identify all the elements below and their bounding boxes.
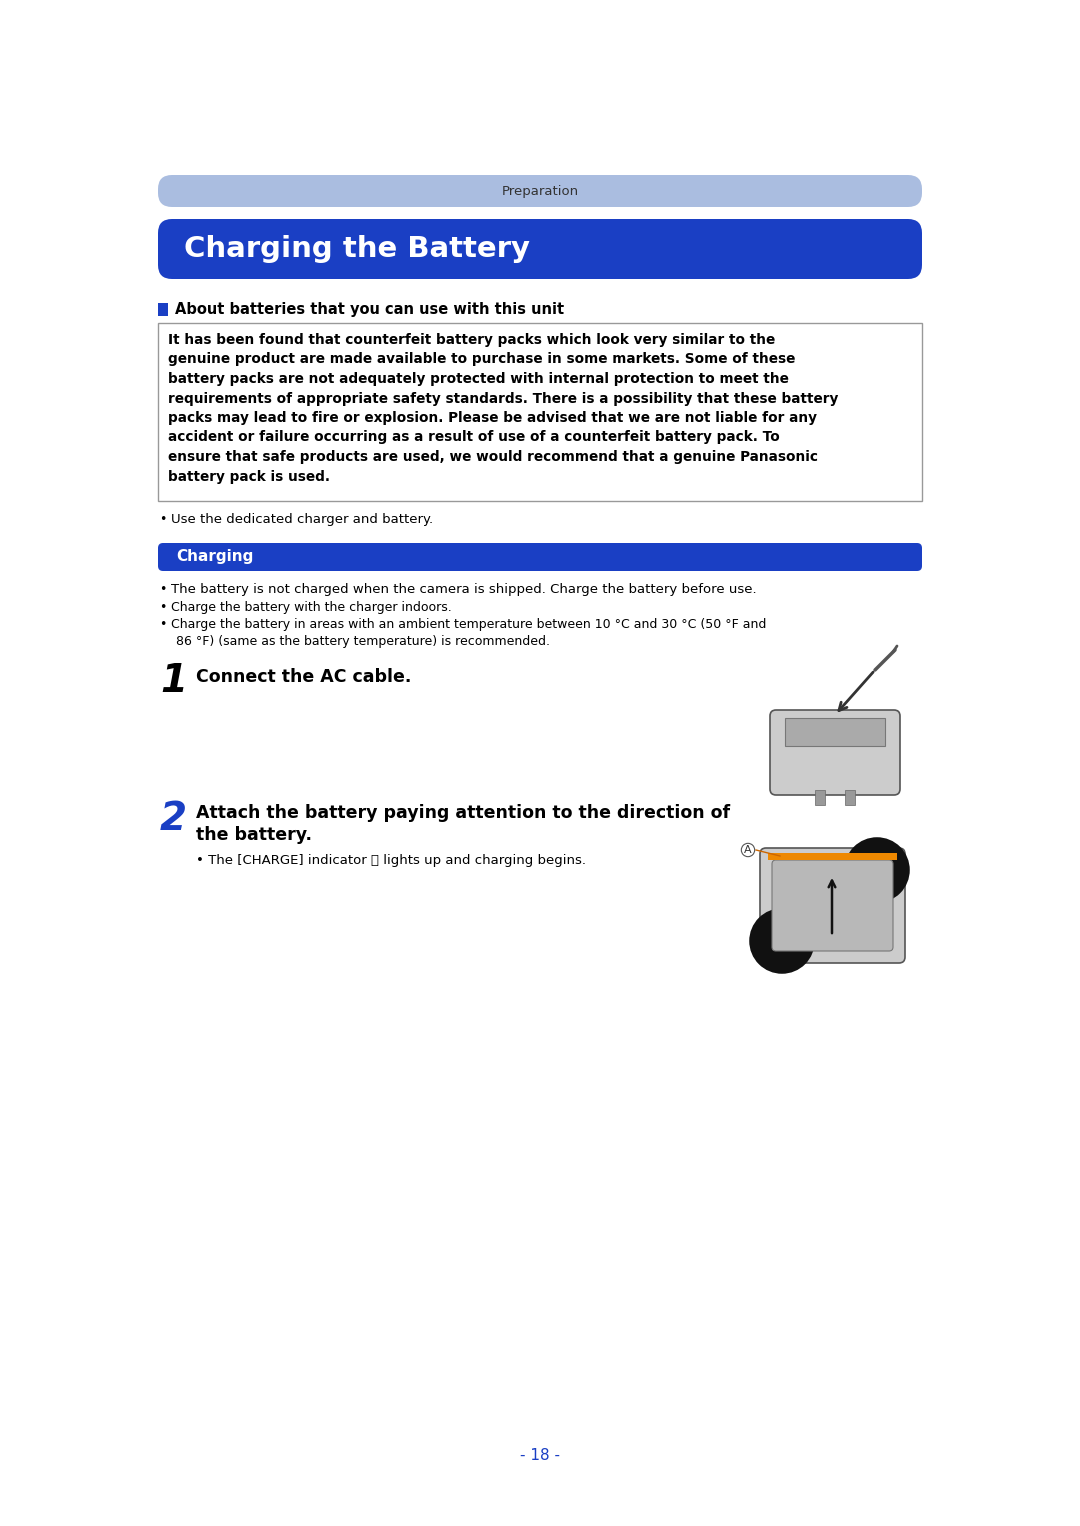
Bar: [768, 853, 897, 861]
Text: •: •: [159, 618, 166, 630]
FancyBboxPatch shape: [760, 848, 905, 963]
Text: •: •: [159, 601, 166, 613]
Text: Attach the battery paying attention to the direction of: Attach the battery paying attention to t…: [195, 804, 730, 823]
Bar: [158, 324, 922, 501]
Text: Preparation: Preparation: [501, 185, 579, 197]
Bar: [158, 304, 168, 316]
Text: packs may lead to fire or explosion. Please be advised that we are not liable fo: packs may lead to fire or explosion. Ple…: [168, 410, 816, 426]
Text: requirements of appropriate safety standards. There is a possibility that these : requirements of appropriate safety stand…: [168, 392, 838, 406]
FancyBboxPatch shape: [158, 175, 922, 208]
Text: •: •: [159, 513, 166, 526]
Text: ensure that safe products are used, we would recommend that a genuine Panasonic: ensure that safe products are used, we w…: [168, 450, 818, 464]
Text: the battery.: the battery.: [195, 826, 312, 844]
Text: A: A: [744, 845, 752, 855]
Text: Connect the AC cable.: Connect the AC cable.: [195, 668, 411, 687]
FancyBboxPatch shape: [158, 543, 922, 571]
Text: 2: 2: [778, 935, 786, 946]
Text: The battery is not charged when the camera is shipped. Charge the battery before: The battery is not charged when the came…: [171, 583, 757, 597]
Bar: [815, 790, 825, 806]
Text: 1: 1: [873, 865, 881, 874]
Text: It has been found that counterfeit battery packs which look very similar to the: It has been found that counterfeit batte…: [168, 333, 775, 346]
Text: • The [CHARGE] indicator Ⓐ lights up and charging begins.: • The [CHARGE] indicator Ⓐ lights up and…: [195, 855, 586, 867]
Text: genuine product are made available to purchase in some markets. Some of these: genuine product are made available to pu…: [168, 353, 795, 366]
Text: Charge the battery with the charger indoors.: Charge the battery with the charger indo…: [171, 601, 451, 613]
Text: battery pack is used.: battery pack is used.: [168, 470, 330, 484]
Text: Charging: Charging: [176, 549, 254, 565]
Text: About batteries that you can use with this unit: About batteries that you can use with th…: [175, 302, 564, 317]
FancyBboxPatch shape: [772, 861, 893, 951]
Text: battery packs are not adequately protected with internal protection to meet the: battery packs are not adequately protect…: [168, 372, 788, 386]
Text: 1: 1: [160, 662, 187, 700]
Text: •: •: [159, 583, 166, 597]
Bar: [785, 719, 885, 746]
Text: accident or failure occurring as a result of use of a counterfeit battery pack. : accident or failure occurring as a resul…: [168, 430, 780, 444]
Text: 86 °F) (same as the battery temperature) is recommended.: 86 °F) (same as the battery temperature)…: [176, 635, 550, 649]
Text: Use the dedicated charger and battery.: Use the dedicated charger and battery.: [171, 513, 433, 526]
Text: Charging the Battery: Charging the Battery: [184, 235, 530, 262]
Text: - 18 -: - 18 -: [519, 1448, 561, 1462]
Text: 2: 2: [160, 800, 187, 838]
Bar: [845, 790, 855, 806]
FancyBboxPatch shape: [770, 710, 900, 795]
FancyBboxPatch shape: [158, 220, 922, 279]
Text: Charge the battery in areas with an ambient temperature between 10 °C and 30 °C : Charge the battery in areas with an ambi…: [171, 618, 767, 630]
